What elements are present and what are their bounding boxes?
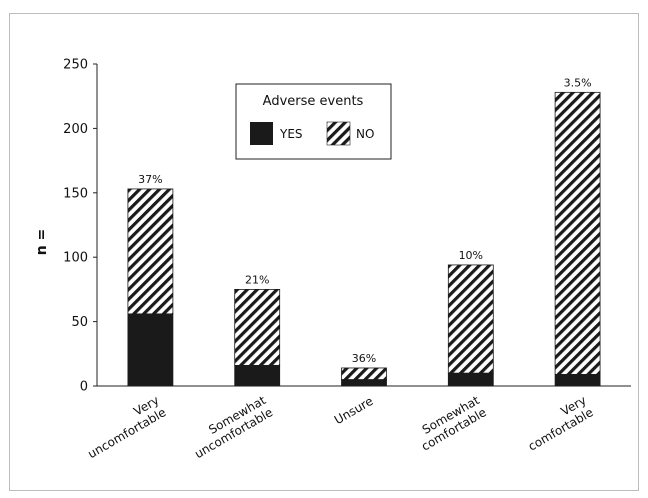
- bar-data-label: 3.5%: [564, 76, 592, 89]
- data-labels: 37% 21% 36% 10% 3.5%: [138, 76, 591, 365]
- y-tick-label: 250: [63, 58, 88, 73]
- legend-box: [235, 83, 392, 160]
- bar-segment-yes: [127, 313, 174, 387]
- y-tick-label: 100: [63, 251, 88, 266]
- legend-title: Adverse events: [263, 94, 364, 109]
- x-tick-label-line: uncomfortable: [85, 405, 168, 461]
- y-tick-label: 0: [80, 380, 88, 395]
- legend-label-no: NO: [356, 127, 374, 141]
- bar-data-label: 21%: [245, 273, 269, 286]
- legend-label-yes: YES: [279, 127, 303, 141]
- y-tick-label: 200: [63, 122, 88, 137]
- x-tick-label-line: Unsure: [332, 394, 376, 427]
- bar-segment-no: [341, 367, 387, 380]
- bar-segment-yes: [447, 372, 494, 387]
- bar-data-label: 36%: [352, 352, 376, 365]
- legend-swatch-no: [326, 121, 351, 146]
- bar-segment-yes: [341, 379, 387, 387]
- bar-data-label: 10%: [459, 249, 483, 262]
- x-tick-label: Unsure: [332, 394, 376, 427]
- x-tick-label-line: comfortable: [526, 405, 596, 453]
- legend: Adverse events YES NO: [235, 83, 392, 160]
- bars: [127, 91, 601, 387]
- legend-swatch-yes: [250, 122, 273, 145]
- y-axis-label: n =: [34, 229, 50, 256]
- axes: 0 50 100 150 200 250: [63, 58, 631, 395]
- bar-segment-no: [234, 288, 281, 366]
- y-tick-label: 50: [71, 315, 88, 330]
- bar-segment-yes: [554, 374, 601, 387]
- bar-segment-yes: [234, 364, 281, 387]
- bar-segment-no: [554, 91, 601, 375]
- y-tick-label: 150: [63, 186, 88, 201]
- bar-segment-no: [447, 264, 494, 374]
- bar-segment-no: [127, 188, 174, 315]
- bar-data-label: 37%: [138, 173, 162, 186]
